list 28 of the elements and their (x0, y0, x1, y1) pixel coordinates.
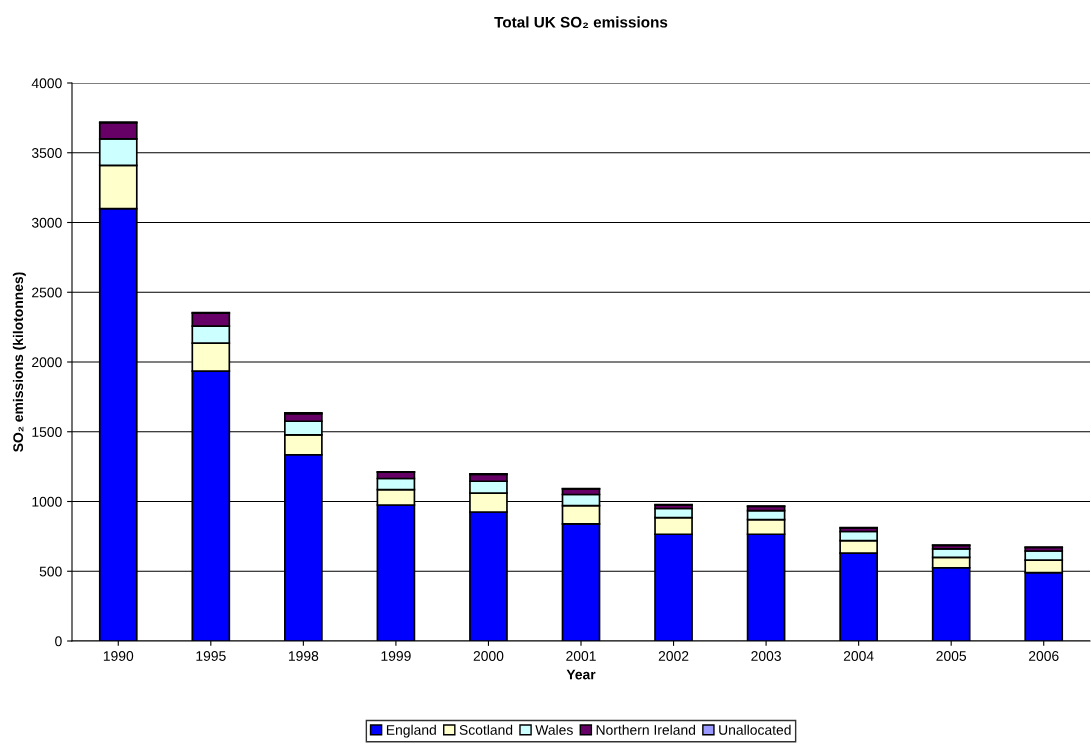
x-tick-label: 1990 (103, 651, 134, 661)
y-tick-label: 500 (39, 566, 62, 577)
x-tick-label: 2003 (751, 651, 781, 661)
x-tick-label: 2006 (1028, 651, 1059, 661)
x-tick-label: 1995 (196, 651, 226, 661)
y-tick-label: 3000 (31, 217, 62, 228)
legend-label: England (386, 724, 436, 738)
y-tick-label: 3500 (31, 148, 62, 158)
y-tick-label: 1000 (32, 496, 62, 507)
y-tick-label: 2000 (32, 357, 62, 368)
legend-label: Unallocated (719, 724, 791, 735)
x-tick-label: 2001 (566, 651, 596, 661)
x-tick-label: 2002 (658, 651, 689, 661)
y-tick-label: 4000 (31, 78, 62, 89)
x-tick-label: 1998 (288, 651, 319, 661)
x-tick-label: 2004 (843, 651, 874, 661)
x-tick-label: 2005 (936, 651, 967, 661)
y-tick-label: 1500 (32, 427, 62, 437)
legend-label: Scotland (459, 724, 513, 735)
legend-label: Wales (535, 724, 573, 735)
y-tick-label: 2500 (32, 287, 62, 298)
y-tick-label: 0 (55, 636, 62, 647)
legend-label: Northern Ireland (596, 724, 696, 735)
y-axis-title: SO₂ emissions (kilotonnes) (12, 272, 26, 452)
x-tick-label: 1999 (381, 651, 411, 661)
x-axis-title: Year (566, 669, 596, 680)
chart-title: Total UK SO₂ emissions (494, 16, 668, 28)
x-tick-label: 2000 (473, 651, 504, 661)
